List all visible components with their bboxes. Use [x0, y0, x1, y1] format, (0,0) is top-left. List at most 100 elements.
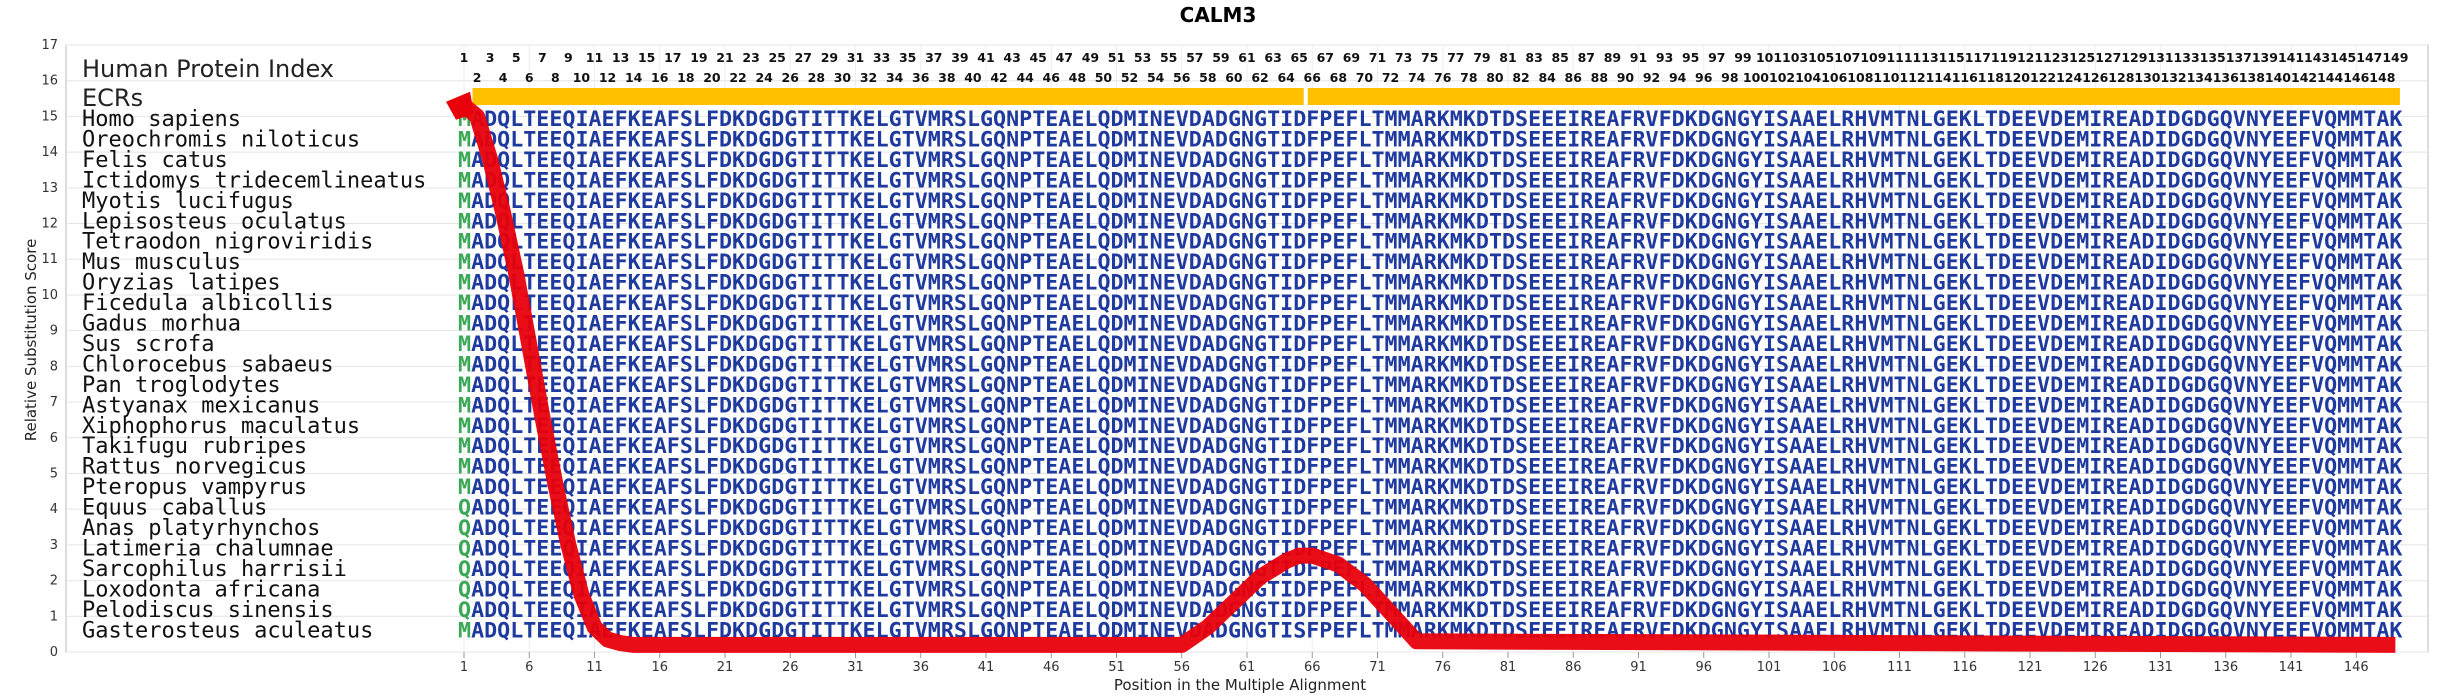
sequence-residues: ADQLTEEQIAEFKEAFSLFDKDGDGTITTKELGTVMRSLG…: [471, 516, 2402, 541]
position-label-odd: 39: [951, 50, 968, 65]
position-label-odd: 69: [1343, 50, 1360, 65]
sequence-residues: ADQLTEEQIAEFKEAFSLFDKDGDGTITTKELGTVMRSLG…: [471, 352, 2402, 377]
sequence-row: QADQLTEEQIAEFKEAFSLFDKDGDGTITTKELGTVMRSL…: [458, 516, 2402, 541]
species-label: Homo sapiens: [82, 107, 241, 132]
position-label-odd: 1: [460, 50, 469, 65]
sequence-first-residue: Q: [458, 577, 471, 602]
position-label-odd: 45: [1029, 50, 1046, 65]
sequence-first-residue: M: [458, 148, 471, 173]
position-label-even: 96: [1695, 70, 1713, 85]
y-tick-label: 6: [50, 431, 58, 446]
position-label-even: 98: [1721, 70, 1738, 85]
position-label-even: 32: [860, 70, 877, 85]
x-tick-label: 11: [586, 660, 603, 675]
position-label-odd: 3: [486, 50, 495, 65]
position-label-odd: 135: [2200, 50, 2226, 65]
position-label-odd: 21: [716, 50, 733, 65]
sequence-row: MADQLTEEQIAEFKEAFSLFDKDGDGTITTKELGTVMRSL…: [458, 148, 2402, 173]
position-label-even: 144: [2317, 70, 2343, 85]
x-tick-label: 76: [1434, 660, 1451, 675]
sequence-first-residue: M: [458, 455, 471, 480]
position-label-even: 142: [2291, 70, 2317, 85]
x-tick-label: 121: [2018, 660, 2043, 675]
x-tick-label: 126: [2083, 660, 2108, 675]
position-label-odd: 71: [1369, 50, 1386, 65]
substitution-score-curve-start: [446, 91, 474, 120]
sequence-first-residue: M: [458, 434, 471, 459]
position-label-odd: 9: [564, 50, 573, 65]
sequence-residues: ADQLTEEQIAEFKEAFSLFDKDGDGTITTKELGTVMRSLG…: [471, 414, 2402, 439]
sequence-row: MADQLTEEQIAEFKEAFSLFDKDGDGTITTKELGTVMRSL…: [458, 393, 2402, 418]
position-label-even: 112: [1900, 70, 1926, 85]
position-label-even: 2: [473, 70, 482, 85]
species-label: Chlorocebus sabaeus: [82, 352, 334, 377]
species-label: Mus musculus: [82, 250, 241, 275]
species-label: Felis catus: [82, 148, 228, 173]
y-tick-label: 16: [41, 74, 58, 89]
position-label-even: 50: [1095, 70, 1113, 85]
position-label-odd: 19: [690, 50, 707, 65]
ecr-bar: [472, 88, 1304, 105]
position-label-odd: 35: [899, 50, 916, 65]
position-label-odd: 63: [1264, 50, 1281, 65]
species-label: Latimeria chalumnae: [82, 536, 334, 561]
ecr-bars: [472, 88, 2400, 105]
position-label-even: 108: [1847, 70, 1873, 85]
sequence-residues: ADQLTEEQIAEFKEAFSLFDKDGDGTITTKELGTVMRSLG…: [471, 434, 2402, 459]
sequence-first-residue: M: [458, 230, 471, 255]
sequence-residues: ADQLTEEQIAEFKEAFSLFDKDGDGTITTKELGTVMRSLG…: [471, 577, 2402, 602]
position-label-even: 146: [2343, 70, 2369, 85]
position-label-even: 130: [2134, 70, 2160, 85]
position-label-even: 28: [808, 70, 825, 85]
species-label: Oryzias latipes: [82, 271, 281, 296]
x-tick-label: 31: [847, 660, 864, 675]
sequence-row: MADQLTEEQIAEFKEAFSLFDKDGDGTITTKELGTVMRSL…: [458, 352, 2402, 377]
position-label-odd: 29: [821, 50, 838, 65]
species-label: Ictidomys tridecemlineatus: [82, 168, 426, 193]
sequence-residues: ADQLTEEQIAEFKEAFSLFDKDGDGTITTKELGTVMRSLG…: [471, 475, 2402, 500]
position-label-odd: 61: [1238, 50, 1255, 65]
position-label-odd: 33: [873, 50, 890, 65]
position-label-even: 18: [677, 70, 694, 85]
position-label-odd: 47: [1056, 50, 1073, 65]
position-label-odd: 113: [1913, 50, 1939, 65]
sequence-first-residue: Q: [458, 496, 471, 521]
position-label-odd: 97: [1708, 50, 1725, 65]
x-tick-label: 81: [1500, 660, 1517, 675]
position-label-even: 100: [1743, 70, 1769, 85]
position-label-even: 10: [573, 70, 591, 85]
y-tick-label: 1: [50, 609, 58, 624]
x-axis-title: Position in the Multiple Alignment: [1114, 676, 1366, 694]
sequence-residues: ADQLTEEQIAEFKEAFSLFDKDGDGTITTKELGTVMRSLG…: [471, 168, 2402, 193]
position-label-even: 72: [1382, 70, 1399, 85]
y-tick-label: 15: [41, 109, 58, 124]
species-label: Sarcophilus harrisii: [82, 557, 347, 582]
chart-title: CALM3: [1180, 3, 1257, 27]
x-tick-label: 21: [717, 660, 734, 675]
position-label-odd: 127: [2095, 50, 2121, 65]
position-label-even: 24: [755, 70, 773, 85]
alignment-sequences: MADQLTEEQIAEFKEAFSLFDKDGDGTITTKELGTVMRSL…: [458, 107, 2402, 643]
sequence-first-residue: M: [458, 373, 471, 398]
position-label-odd: 103: [1782, 50, 1808, 65]
position-label-odd: 57: [1186, 50, 1203, 65]
sequence-row: QADQLTEEQIAEFKEAFSLFDKDGDGTITTKELGTVMRSL…: [458, 536, 2402, 561]
position-label-even: 58: [1199, 70, 1216, 85]
species-label: Pelodiscus sinensis: [82, 598, 334, 623]
position-label-even: 80: [1486, 70, 1504, 85]
sequence-residues: ADQLTEEQIAEFKEAFSLFDKDGDGTITTKELGTVMRSLG…: [471, 291, 2402, 316]
position-label-odd: 17: [664, 50, 681, 65]
y-tick-label: 7: [50, 395, 58, 410]
y-tick-label: 13: [41, 181, 58, 196]
position-label-even: 76: [1434, 70, 1452, 85]
position-label-odd: 149: [2382, 50, 2408, 65]
sequence-first-residue: M: [458, 250, 471, 275]
sequence-row: QADQLTEEQIAEFKEAFSLFDKDGDGTITTKELGTVMRSL…: [458, 598, 2402, 623]
position-label-odd: 85: [1551, 50, 1568, 65]
position-label-odd: 143: [2304, 50, 2330, 65]
position-label-even: 118: [1978, 70, 2004, 85]
position-label-odd: 141: [2278, 50, 2304, 65]
species-label: Tetraodon nigroviridis: [82, 230, 373, 255]
position-label-even: 114: [1926, 70, 1952, 85]
species-label: Takifugu rubripes: [82, 434, 307, 459]
